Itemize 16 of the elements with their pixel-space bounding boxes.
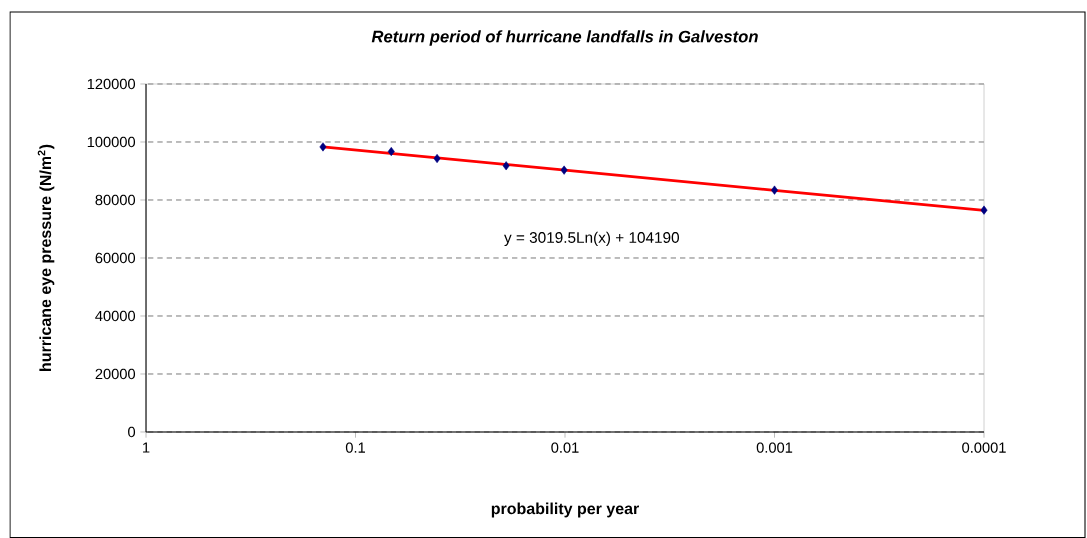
y-tick-label: 0 [128, 426, 136, 438]
y-tick-label: 60000 [95, 252, 136, 264]
y-axis-title: hurricane eye pressure (N/m$^{2}$) [37, 144, 55, 371]
x-tick-label: 0.001 [756, 442, 793, 453]
y-tick-label: 40000 [95, 310, 136, 322]
annotation: y = 3019.5Ln(x) + 104190 [504, 231, 679, 246]
y-tick-label: 80000 [95, 194, 136, 206]
x-tick-label: 1 [143, 442, 150, 453]
x-tick-label: 0.1 [345, 442, 365, 453]
x-tick-label: 0.0001 [962, 442, 1006, 453]
y-tick-label: 100000 [87, 136, 136, 148]
chart-title: Return period of hurricane landfalls in Galveston [371, 30, 758, 46]
y-tick-label: 20000 [95, 368, 136, 380]
x-axis-title: probability per year [491, 502, 639, 518]
x-tick-label: 0.01 [551, 442, 579, 453]
y-tick-label: 120000 [87, 78, 136, 90]
